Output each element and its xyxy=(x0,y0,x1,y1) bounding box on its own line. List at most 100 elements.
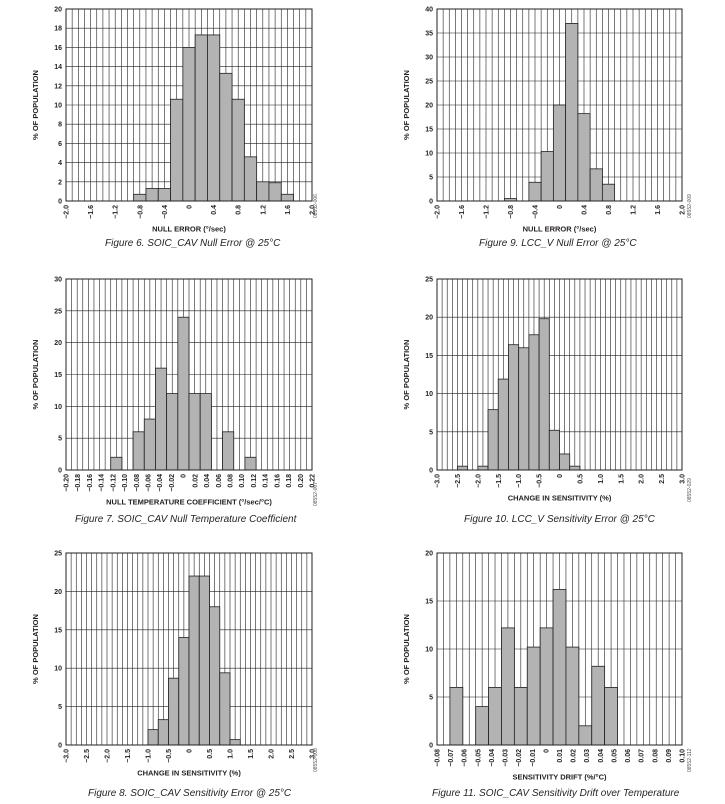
histogram-bar xyxy=(526,646,541,746)
x-tick-label: 0.07 xyxy=(639,749,646,763)
plot-frame xyxy=(436,278,683,471)
histogram-bar xyxy=(199,393,212,471)
histogram-bar xyxy=(457,465,469,471)
histogram-bar xyxy=(591,665,606,746)
x-tick-label: −0.8 xyxy=(508,205,515,219)
x-tick-label: 0.8 xyxy=(606,205,613,215)
y-tick-label: 30 xyxy=(54,277,62,284)
x-tick-label: 0.06 xyxy=(625,749,632,763)
histogram-bar xyxy=(155,367,168,471)
x-tick-label: 0.20 xyxy=(298,474,305,488)
y-tick-label: 25 xyxy=(425,277,433,284)
chart-fig6-caption: Figure 6. SOIC_CAV Null Error @ 25°C xyxy=(105,238,281,249)
x-tick-label: −2.0 xyxy=(105,749,112,763)
x-tick-label: −0.04 xyxy=(157,474,164,492)
y-tick-label: 15 xyxy=(54,627,62,634)
x-tick-label: 1.6 xyxy=(655,205,662,215)
y-tick-label: 40 xyxy=(425,7,433,14)
x-tick-label: −0.01 xyxy=(530,749,537,767)
x-tick-label: −2.5 xyxy=(84,749,91,763)
y-tick-label: 18 xyxy=(54,26,62,33)
x-tick-label: −0.4 xyxy=(533,205,540,219)
histogram-bar xyxy=(497,378,509,471)
x-tick-label: −0.18 xyxy=(75,474,82,492)
histogram-bar xyxy=(604,686,618,746)
x-tick-label: 1.0 xyxy=(228,749,235,759)
x-tick-label: −2.0 xyxy=(64,205,71,219)
y-tick-label: 12 xyxy=(54,83,62,90)
x-axis-label: NULL ERROR (°/sec) xyxy=(152,224,226,233)
x-tick-label: 2.0 xyxy=(269,749,276,759)
histogram-bar xyxy=(243,156,258,202)
x-tick-label: 0 xyxy=(187,749,194,753)
x-tick-label: 0.5 xyxy=(577,474,584,484)
histogram-bar xyxy=(157,188,171,202)
y-tick-label: 15 xyxy=(425,127,433,134)
x-tick-label: −1.5 xyxy=(496,474,503,488)
plot-frame xyxy=(65,278,313,471)
histogram-bar xyxy=(132,431,145,471)
histogram-bar xyxy=(538,318,550,471)
histogram-bar xyxy=(157,719,169,746)
x-tick-label: 0 xyxy=(557,474,564,478)
y-tick-label: 15 xyxy=(425,353,433,360)
histogram-bar xyxy=(166,393,179,471)
x-tick-label: 0.5 xyxy=(207,749,214,759)
chart-fig7-caption: Figure 7. SOIC_CAV Null Temperature Coef… xyxy=(75,514,297,525)
x-tick-label: −0.14 xyxy=(99,474,106,492)
x-tick-label: 0.04 xyxy=(598,749,605,763)
y-tick-label: 25 xyxy=(425,79,433,86)
x-tick-label: 1.5 xyxy=(248,749,255,759)
y-tick-label: 5 xyxy=(429,695,433,702)
histogram-bar xyxy=(569,465,581,471)
y-tick-label: 20 xyxy=(54,589,62,596)
y-tick-label: 20 xyxy=(54,340,62,347)
histogram-bar xyxy=(110,456,123,471)
histogram-bar xyxy=(508,344,520,471)
plot-frame xyxy=(65,552,313,746)
histogram-bar xyxy=(559,453,571,471)
chart-fig8: 0 5 10 15 20 25 −3.0 −2.5 −2.0 −1.5 −1.0 −0.5 0 0.5 1.… xyxy=(0,540,362,804)
x-tick-label: −0.5 xyxy=(166,749,173,763)
y-tick-label: 14 xyxy=(54,64,62,71)
histogram-bar xyxy=(449,686,464,746)
histogram-bar xyxy=(539,627,554,746)
chart-fig7-svg: 0 5 10 15 20 25 30 −0.20 −0.18 −0.16 −0.14 −0.12 −0.… xyxy=(31,277,317,507)
plot-frame xyxy=(436,552,683,746)
x-tick-label: 0 xyxy=(557,205,564,209)
chart-fig8-svg: 0 5 10 15 20 25 −3.0 −2.5 −2.0 −1.5 −1.0 −0.5 0 0.5 1.… xyxy=(31,551,317,778)
histogram-bar xyxy=(589,168,603,202)
x-tick-label: −1.2 xyxy=(113,205,120,219)
x-tick-label: 2.0 xyxy=(639,474,646,484)
x-tick-label: 1.5 xyxy=(618,474,625,484)
y-tick-label: 16 xyxy=(54,45,62,52)
x-tick-label: 0.01 xyxy=(557,749,564,763)
x-tick-label: −0.04 xyxy=(489,749,496,767)
y-tick-label: 20 xyxy=(54,7,62,14)
x-tick-label: 0.09 xyxy=(666,749,673,763)
x-tick-label: −1.2 xyxy=(484,205,491,219)
y-tick-label: 35 xyxy=(425,31,433,38)
chart-fig11-caption: Figure 11. SOIC_CAV Sensitivity Drift ov… xyxy=(432,788,680,799)
y-tick-label: 25 xyxy=(54,551,62,558)
chart-fig6: 0 2 4 6 8 10 12 14 16 18 20 −2.0 −1.6 −1.2 −0.8 −0.4 0 0.… xyxy=(0,0,362,260)
histogram-bar xyxy=(219,72,233,202)
x-tick-label: −0.08 xyxy=(134,474,141,492)
x-tick-label: 1.0 xyxy=(598,474,605,484)
x-tick-label: −0.20 xyxy=(64,474,71,492)
chart-fig9-caption: Figure 9. LCC_V Null Error @ 25°C xyxy=(479,238,637,249)
histogram-bar xyxy=(487,409,499,471)
x-tick-label: 0.8 xyxy=(236,205,243,215)
y-tick-label: 20 xyxy=(425,315,433,322)
x-tick-label: 0.06 xyxy=(216,474,223,488)
y-tick-label: 10 xyxy=(54,666,62,673)
histogram-bar xyxy=(528,181,542,202)
x-tick-label: −0.06 xyxy=(462,749,469,767)
chart-fig7-doc-id: 08552-007 xyxy=(313,482,319,506)
x-tick-label: 0 xyxy=(543,749,550,753)
y-tick-label: 10 xyxy=(54,404,62,411)
y-tick-label: 0 xyxy=(429,743,433,750)
x-tick-label: −3.0 xyxy=(435,474,442,488)
y-tick-label: 5 xyxy=(58,704,62,711)
histogram-bar xyxy=(518,347,530,471)
